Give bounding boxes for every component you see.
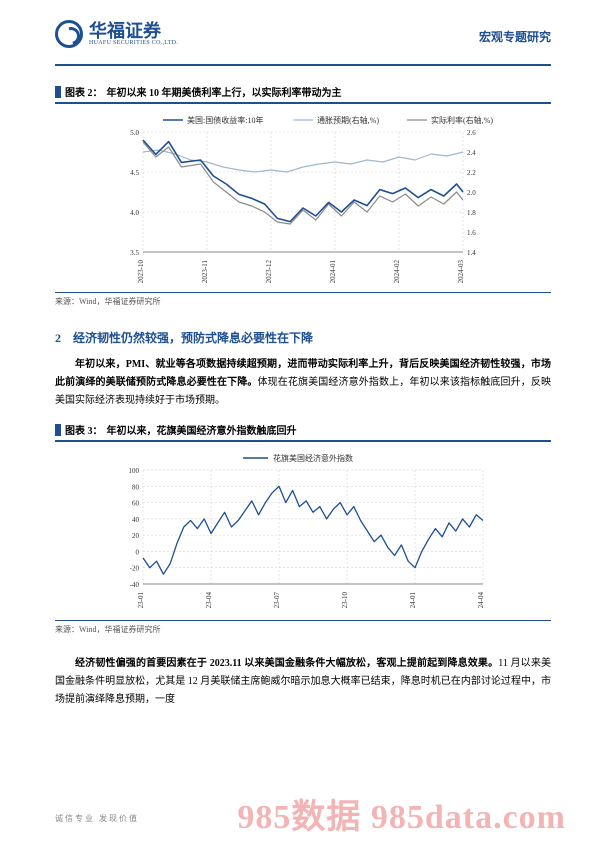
title-bar-icon bbox=[55, 424, 61, 436]
closing-para: 经济韧性偏强的首要因素在于 2023.11 以来美国金融条件大幅放松，客观上提前… bbox=[55, 655, 551, 709]
chart3-container: 花旗美国经济意外指数 -40 -20 0 20 40 60 80 100 23-01 23-04 23… bbox=[108, 448, 498, 618]
chart2-label: 图表 2： bbox=[65, 84, 103, 99]
svg-text:2.4: 2.4 bbox=[467, 149, 476, 157]
chart3-label: 图表 3： bbox=[65, 422, 103, 437]
svg-text:5.0: 5.0 bbox=[130, 129, 139, 137]
chart2-title: 年初以来 10 年期美债利率上行，以实际利率带动为主 bbox=[107, 84, 342, 99]
svg-text:2.2: 2.2 bbox=[467, 169, 476, 177]
svg-text:20: 20 bbox=[132, 532, 140, 540]
svg-text:80: 80 bbox=[132, 483, 140, 491]
svg-text:1.6: 1.6 bbox=[467, 229, 476, 237]
closing-bold: 经济韧性偏强的首要因素在于 2023.11 以来美国金融条件大幅放松，客观上提前… bbox=[75, 658, 498, 669]
chart2-title-row: 图表 2： 年初以来 10 年期美债利率上行，以实际利率带动为主 bbox=[55, 84, 551, 104]
svg-text:美国:国债收益率:10年: 美国:国债收益率:10年 bbox=[187, 115, 263, 125]
section2-para1: 年初以来，PMI、就业等各项数据持续超预期，进而带动实际利率上升，背后反映美国经… bbox=[55, 356, 551, 410]
chart2-source: 来源：Wind，华福证券研究所 bbox=[55, 292, 551, 307]
chart2-container: 美国:国债收益率:10年 通胀预期(右轴,%) 实际利率(右轴,%) 3.5 4.0 4.… bbox=[108, 110, 498, 290]
chart3-title-row: 图表 3： 年初以来，花旗美国经济意外指数触底回升 bbox=[55, 422, 551, 442]
svg-text:-20: -20 bbox=[130, 565, 140, 573]
svg-text:2024-01: 2024-01 bbox=[329, 260, 337, 284]
svg-text:通胀预期(右轴,%): 通胀预期(右轴,%) bbox=[317, 115, 379, 125]
page-header: 华福证券 HUAFU SECURITIES CO.,LTD. 宏观专题研究 bbox=[55, 20, 551, 60]
svg-text:1.4: 1.4 bbox=[467, 249, 476, 257]
svg-text:23-04: 23-04 bbox=[205, 592, 213, 609]
section2-text: 经济韧性仍然较强，预防式降息必要性在下降 bbox=[73, 331, 313, 345]
svg-text:60: 60 bbox=[132, 500, 140, 508]
svg-text:24-04: 24-04 bbox=[477, 592, 485, 609]
svg-text:40: 40 bbox=[132, 516, 140, 524]
chart3-source: 来源：Wind，华福证券研究所 bbox=[55, 620, 551, 635]
svg-text:2024-02: 2024-02 bbox=[393, 260, 401, 284]
svg-text:2023-10: 2023-10 bbox=[137, 260, 145, 284]
chart2-svg: 美国:国债收益率:10年 通胀预期(右轴,%) 实际利率(右轴,%) 3.5 4.0 4.… bbox=[108, 110, 498, 290]
svg-text:100: 100 bbox=[129, 467, 140, 475]
chart3-title: 年初以来，花旗美国经济意外指数触底回升 bbox=[107, 422, 297, 437]
svg-text:1.8: 1.8 bbox=[467, 209, 476, 217]
svg-text:2.6: 2.6 bbox=[467, 129, 476, 137]
svg-text:24-01: 24-01 bbox=[409, 592, 417, 609]
svg-text:3.5: 3.5 bbox=[130, 249, 139, 257]
doc-type: 宏观专题研究 bbox=[479, 28, 551, 45]
company-name-cn: 华福证券 bbox=[89, 22, 178, 40]
svg-text:4.0: 4.0 bbox=[130, 209, 139, 217]
svg-text:2024-03: 2024-03 bbox=[457, 260, 465, 284]
logo-icon bbox=[55, 20, 83, 48]
footer-left: 诚信专业 发现价值 bbox=[55, 813, 139, 824]
svg-text:23-07: 23-07 bbox=[273, 592, 281, 609]
watermark: 985数据 985data.com bbox=[237, 789, 566, 838]
svg-text:花旗美国经济意外指数: 花旗美国经济意外指数 bbox=[273, 453, 353, 463]
chart3-svg: 花旗美国经济意外指数 -40 -20 0 20 40 60 80 100 23-01 23-04 23… bbox=[108, 448, 498, 618]
company-name-en: HUAFU SECURITIES CO.,LTD. bbox=[89, 40, 178, 46]
svg-text:2.0: 2.0 bbox=[467, 189, 476, 197]
section2-heading: 2 经济韧性仍然较强，预防式降息必要性在下降 bbox=[55, 329, 551, 346]
header-divider bbox=[55, 64, 551, 66]
section2-num: 2 bbox=[55, 331, 61, 345]
company-logo: 华福证券 HUAFU SECURITIES CO.,LTD. bbox=[55, 20, 178, 48]
svg-text:23-01: 23-01 bbox=[137, 592, 145, 609]
svg-text:2023-11: 2023-11 bbox=[201, 260, 209, 284]
svg-text:实际利率(右轴,%): 实际利率(右轴,%) bbox=[431, 115, 493, 125]
svg-text:2023-12: 2023-12 bbox=[265, 260, 273, 284]
svg-text:0: 0 bbox=[136, 548, 140, 556]
svg-text:4.5: 4.5 bbox=[130, 169, 139, 177]
svg-text:23-10: 23-10 bbox=[341, 592, 349, 609]
svg-text:-40: -40 bbox=[130, 581, 140, 589]
title-bar-icon bbox=[55, 86, 61, 98]
